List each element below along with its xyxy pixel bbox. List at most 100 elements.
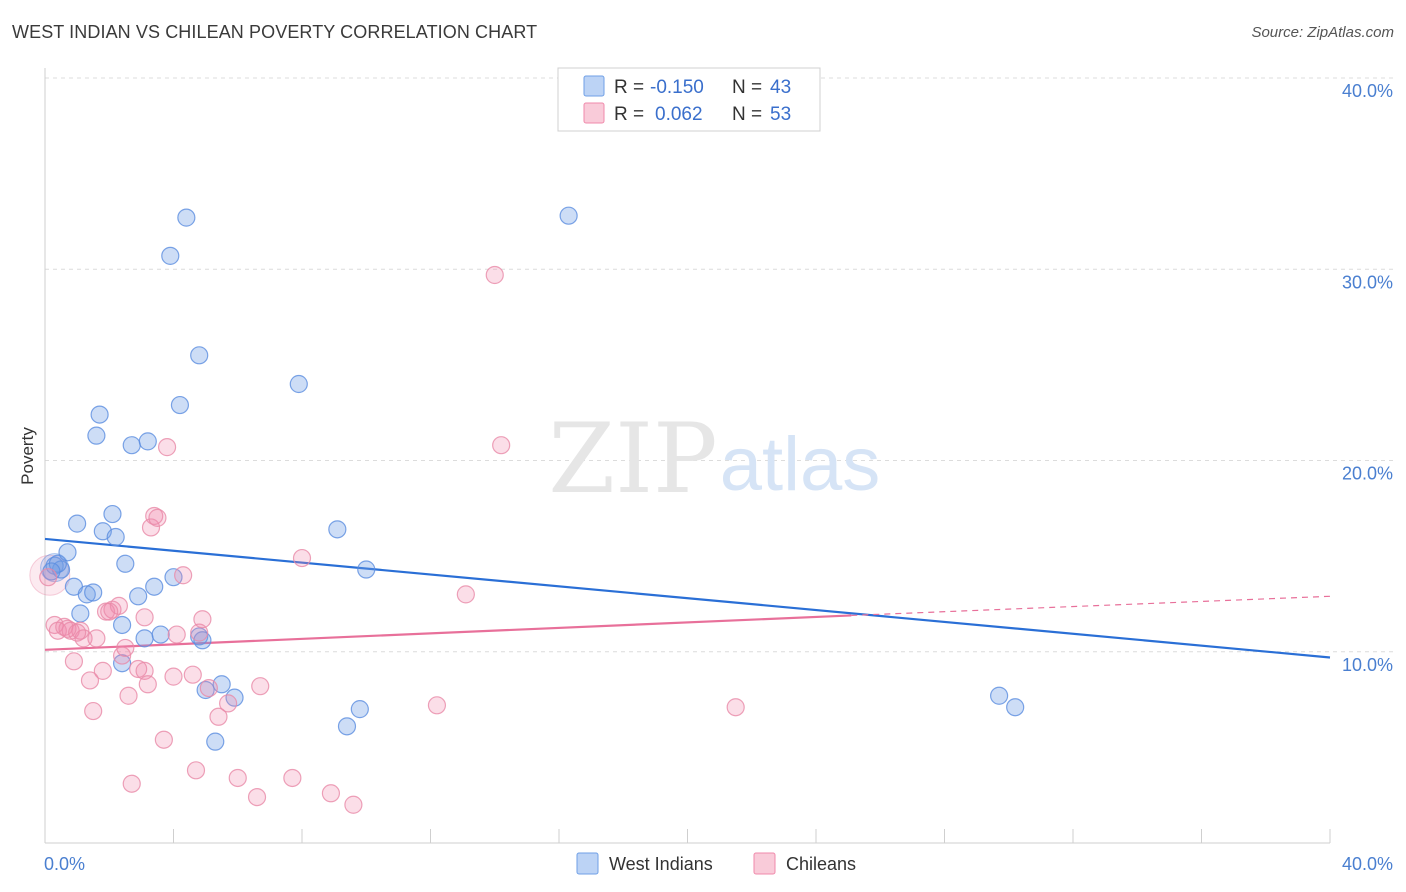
- west-indians-point-39: [1006, 698, 1025, 717]
- y-axis-label: Poverty: [18, 427, 37, 485]
- chileans-point-5: [64, 652, 84, 671]
- chart-title: WEST INDIAN VS CHILEAN POVERTY CORRELATI…: [12, 22, 538, 42]
- chileans-point-40: [251, 677, 270, 696]
- legend-n-value-0: 43: [770, 77, 791, 98]
- legend-box: R = -0.150 N = 43 R = 0.062 N = 53: [557, 67, 821, 132]
- west-indians-point-33: [337, 717, 357, 736]
- grid-layer: [45, 77, 1395, 653]
- chileans-point-38: [228, 768, 247, 788]
- chileans-point-34: [193, 610, 212, 629]
- bottom-legend-label-chileans: Chileans: [786, 854, 856, 874]
- legend-n-label-0: N =: [732, 77, 762, 98]
- west-indians-point-3: [58, 543, 77, 562]
- chileans-point-24: [145, 506, 164, 526]
- chileans-point-30: [174, 566, 193, 585]
- axes-layer: 10.0% 20.0% 30.0% 40.0% 0.0% 40.0%: [44, 68, 1393, 874]
- west-indians-point-18: [135, 629, 154, 648]
- chileans-point-19: [129, 659, 148, 679]
- chileans-point-14: [109, 596, 128, 615]
- chileans-point-47: [485, 265, 504, 285]
- chileans-point-20: [135, 661, 154, 680]
- chileans-point-44: [344, 795, 363, 814]
- west-indians-trend-line: [44, 537, 1331, 659]
- chileans-point-22: [138, 675, 157, 694]
- west-indians-point-20: [145, 577, 164, 596]
- chileans-trend-line-extension: [851, 595, 1331, 617]
- west-indians-point-34: [350, 700, 369, 719]
- west-indians-point-35: [357, 560, 376, 579]
- watermark-atlas: atlas: [720, 422, 881, 507]
- west-indians-point-36: [289, 374, 308, 394]
- bottom-legend-swatch-west-indians: [576, 852, 599, 875]
- west-indians-point-28: [196, 680, 215, 700]
- legend-swatch-west-indians: [583, 75, 605, 97]
- legend-r-label-1: R =: [614, 104, 644, 125]
- chart-source: Source: ZipAtlas.com: [1251, 24, 1394, 41]
- west-indians-point-14: [112, 615, 132, 635]
- west-indians-point-19: [138, 432, 157, 451]
- legend-r-value-1: 0.062: [655, 104, 703, 125]
- chileans-point-41: [283, 768, 302, 788]
- chileans-point-35: [199, 678, 218, 698]
- trend-layer: [44, 537, 1331, 659]
- west-indians-point-12: [103, 504, 122, 524]
- chileans-point-36: [209, 707, 228, 726]
- west-indians-point-22: [161, 246, 180, 265]
- chileans-point-33: [190, 623, 209, 642]
- west-indians-point-6: [71, 604, 90, 623]
- chileans-point-27: [157, 438, 177, 457]
- chileans-point-50: [100, 602, 119, 621]
- west-indians-point-26: [190, 346, 209, 365]
- chileans-point-37: [219, 694, 238, 713]
- chileans-point-17: [119, 686, 138, 705]
- bottom-legend-label-west-indians: West Indians: [609, 854, 713, 874]
- west-indians-point-13: [106, 527, 125, 547]
- y-tick-label-0: 10.0%: [1342, 655, 1393, 675]
- west-indians-point-24: [170, 395, 190, 415]
- legend-r-label-0: R =: [614, 77, 644, 98]
- chileans-point-48: [492, 436, 511, 455]
- west-indians-point-41: [42, 562, 61, 581]
- y-tick-label-2: 30.0%: [1342, 272, 1393, 292]
- chileans-point-18: [122, 774, 141, 793]
- chileans-point-42: [292, 548, 312, 568]
- watermark: ZIP atlas: [548, 403, 880, 515]
- chileans-point-10: [87, 629, 106, 648]
- west-indians-point-25: [177, 208, 196, 227]
- west-indians-point-17: [129, 587, 148, 606]
- chileans-point-11: [93, 661, 112, 680]
- chileans-point-28: [164, 667, 183, 686]
- west-indians-point-10: [90, 405, 109, 424]
- chileans-point-45: [427, 696, 447, 715]
- chileans-point-26: [154, 730, 173, 749]
- west-indians-point-40: [112, 654, 132, 673]
- west-indians-point-9: [87, 426, 106, 445]
- x-tick-label-0: 0.0%: [44, 854, 85, 874]
- chileans-point-52: [68, 623, 87, 642]
- y-tick-label-1: 20.0%: [1342, 464, 1393, 484]
- legend-n-label-1: N =: [732, 104, 762, 125]
- west-indians-point-29: [206, 732, 225, 751]
- west-indians-point-32: [328, 520, 347, 539]
- chileans-point-9: [84, 701, 103, 721]
- chileans-point-29: [167, 625, 186, 644]
- chileans-point-32: [186, 761, 206, 780]
- west-indians-point-37: [559, 206, 578, 225]
- chileans-point-46: [456, 585, 475, 604]
- chileans-point-8: [80, 671, 100, 690]
- watermark-zip: ZIP: [548, 403, 717, 515]
- bottom-legend-swatch-chileans: [753, 852, 776, 875]
- legend-n-value-1: 53: [770, 104, 791, 125]
- chileans-point-25: [148, 508, 167, 527]
- west-indians-point-38: [990, 686, 1009, 705]
- chileans-point-39: [247, 787, 267, 807]
- cluster-bubble-chileans: [29, 554, 71, 596]
- chileans-point-0: [39, 568, 58, 587]
- chileans-point-21: [135, 608, 154, 627]
- chileans-point-43: [321, 784, 341, 803]
- x-tick-label-1: 40.0%: [1342, 854, 1393, 874]
- chileans-trend-line: [44, 614, 852, 651]
- west-indians-point-7: [77, 585, 96, 604]
- west-indians-point-8: [84, 583, 103, 602]
